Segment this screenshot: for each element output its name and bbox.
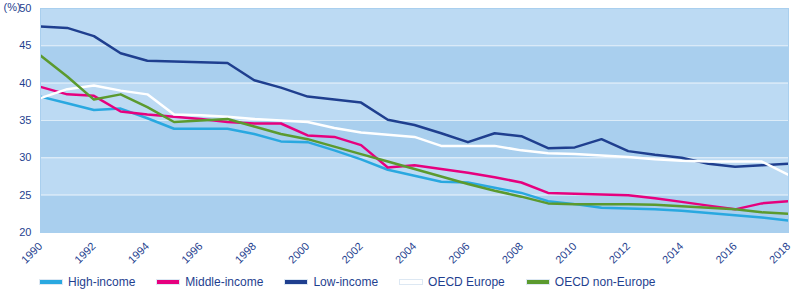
svg-text:2002: 2002: [339, 240, 365, 266]
svg-text:2014: 2014: [660, 240, 686, 266]
svg-text:2006: 2006: [446, 240, 472, 266]
svg-text:1990: 1990: [19, 240, 45, 266]
svg-text:1994: 1994: [125, 240, 151, 266]
svg-text:1998: 1998: [232, 240, 258, 266]
svg-text:2018: 2018: [767, 240, 793, 266]
html-text:Low-income: Low-income: [313, 275, 379, 289]
html-text:OECD Europe: OECD Europe: [428, 275, 505, 289]
svg-text:50: 50: [19, 2, 31, 14]
svg-text:2010: 2010: [553, 240, 579, 266]
html-text:OECD non-Europe: OECD non-Europe: [554, 275, 656, 289]
svg-text:45: 45: [19, 39, 31, 51]
svg-text:2000: 2000: [286, 240, 312, 266]
svg-text:2016: 2016: [713, 240, 739, 266]
svg-text:30: 30: [19, 151, 31, 163]
svg-text:(%): (%): [4, 1, 21, 13]
svg-text:35: 35: [19, 114, 31, 126]
svg-text:1996: 1996: [179, 240, 205, 266]
svg-text:2004: 2004: [393, 240, 419, 266]
svg-text:2012: 2012: [606, 240, 632, 266]
html-text:High-income: High-income: [68, 275, 136, 289]
svg-text:25: 25: [19, 189, 31, 201]
svg-text:20: 20: [19, 226, 31, 238]
html-text:Middle-income: Middle-income: [185, 275, 264, 289]
svg-text:40: 40: [19, 77, 31, 89]
svg-text:2008: 2008: [499, 240, 525, 266]
svg-text:1992: 1992: [72, 240, 98, 266]
